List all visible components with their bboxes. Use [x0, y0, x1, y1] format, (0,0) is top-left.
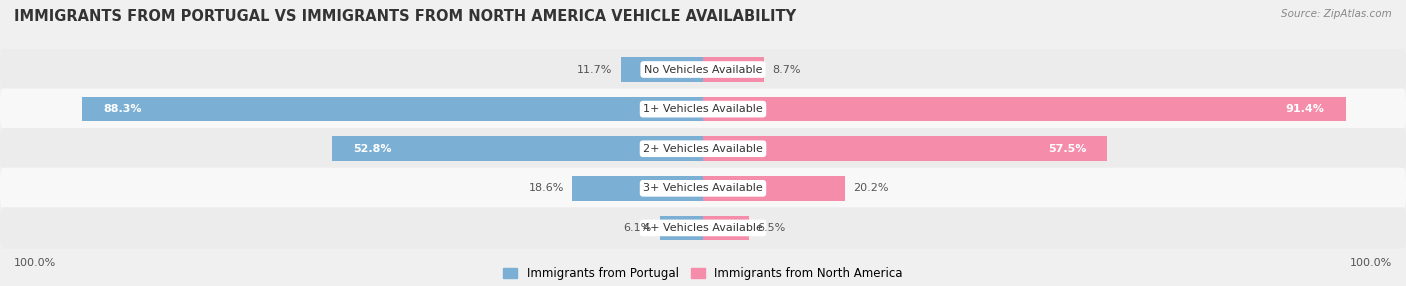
- Text: 3+ Vehicles Available: 3+ Vehicles Available: [643, 183, 763, 193]
- Text: 100.0%: 100.0%: [1350, 258, 1392, 268]
- Bar: [572, 176, 703, 200]
- FancyBboxPatch shape: [0, 168, 1406, 209]
- Text: 4+ Vehicles Available: 4+ Vehicles Available: [643, 223, 763, 233]
- Legend: Immigrants from Portugal, Immigrants from North America: Immigrants from Portugal, Immigrants fro…: [503, 267, 903, 280]
- FancyBboxPatch shape: [0, 49, 1406, 90]
- Bar: [621, 57, 703, 82]
- Text: Source: ZipAtlas.com: Source: ZipAtlas.com: [1281, 9, 1392, 19]
- Text: 1+ Vehicles Available: 1+ Vehicles Available: [643, 104, 763, 114]
- Text: IMMIGRANTS FROM PORTUGAL VS IMMIGRANTS FROM NORTH AMERICA VEHICLE AVAILABILITY: IMMIGRANTS FROM PORTUGAL VS IMMIGRANTS F…: [14, 9, 796, 23]
- Bar: [703, 216, 749, 240]
- Bar: [661, 216, 703, 240]
- Bar: [703, 136, 1108, 161]
- FancyBboxPatch shape: [0, 89, 1406, 130]
- Text: 57.5%: 57.5%: [1047, 144, 1087, 154]
- Text: 20.2%: 20.2%: [853, 183, 889, 193]
- Bar: [703, 57, 765, 82]
- Text: No Vehicles Available: No Vehicles Available: [644, 65, 762, 75]
- FancyBboxPatch shape: [0, 207, 1406, 249]
- Text: 6.1%: 6.1%: [623, 223, 652, 233]
- Text: 100.0%: 100.0%: [14, 258, 56, 268]
- Bar: [332, 136, 703, 161]
- Text: 8.7%: 8.7%: [773, 65, 801, 75]
- Text: 18.6%: 18.6%: [529, 183, 564, 193]
- Text: 91.4%: 91.4%: [1285, 104, 1324, 114]
- Text: 11.7%: 11.7%: [576, 65, 613, 75]
- Bar: [703, 97, 1346, 121]
- Bar: [82, 97, 703, 121]
- Text: 88.3%: 88.3%: [104, 104, 142, 114]
- FancyBboxPatch shape: [0, 128, 1406, 169]
- Text: 2+ Vehicles Available: 2+ Vehicles Available: [643, 144, 763, 154]
- Text: 6.5%: 6.5%: [756, 223, 786, 233]
- Text: 52.8%: 52.8%: [353, 144, 391, 154]
- Bar: [703, 176, 845, 200]
